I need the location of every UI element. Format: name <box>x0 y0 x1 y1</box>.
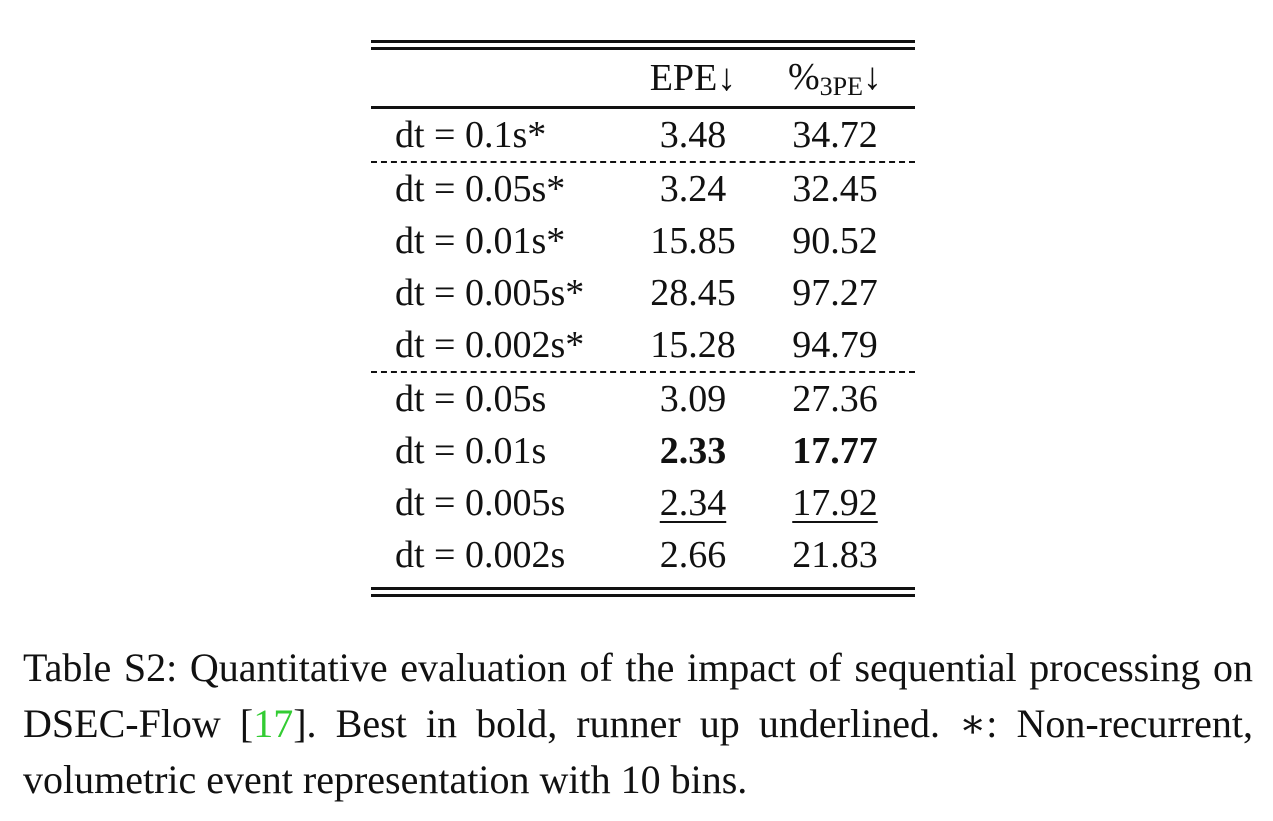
bottom-rule <box>371 587 915 597</box>
table-row: dt = 0.002s 2.66 21.83 <box>371 529 915 581</box>
3pe-value-text: 34.72 <box>792 114 878 156</box>
3pe-value-text: 21.83 <box>792 534 878 576</box>
citation-link[interactable]: 17 <box>253 701 294 746</box>
table-row: dt = 0.1s* 3.48 34.72 <box>371 109 915 161</box>
epe-value-text: 15.85 <box>650 220 736 262</box>
3pe-value: 27.36 <box>755 377 915 421</box>
table-row: dt = 0.005s 2.34 17.92 <box>371 477 915 529</box>
3pe-value-text: 94.79 <box>792 324 878 366</box>
row-label: dt = 0.01s <box>395 430 547 472</box>
epe-value: 2.66 <box>631 533 755 577</box>
epe-value-text: 3.24 <box>659 168 727 210</box>
table-caption: Table S2: Quantitative evaluation of the… <box>23 640 1253 808</box>
table-row: dt = 0.002s* 15.28 94.79 <box>371 319 915 371</box>
table-row: dt = 0.01s* 15.85 90.52 <box>371 215 915 267</box>
3pe-value-text: 17.92 <box>792 482 878 524</box>
caption-text-1: Table S2: Quantitative evaluation of the… <box>23 645 1253 746</box>
epe-value-text: 2.34 <box>659 482 727 524</box>
table-row: dt = 0.005s* 28.45 97.27 <box>371 267 915 319</box>
epe-value-text: 3.48 <box>659 114 727 156</box>
epe-value: 15.28 <box>631 323 755 367</box>
table-row: dt = 0.05s* 3.24 32.45 <box>371 163 915 215</box>
row-label: dt = 0.002s <box>395 534 566 576</box>
epe-value: 15.85 <box>631 219 755 263</box>
header-col-3pe: %3PE↓ <box>755 55 915 102</box>
3pe-value-text: 17.77 <box>792 430 878 472</box>
epe-value-text: 2.33 <box>659 430 727 472</box>
table-row: dt = 0.01s 2.33 17.77 <box>371 425 915 477</box>
epe-value: 2.34 <box>631 481 755 525</box>
row-label: dt = 0.005s* <box>395 272 585 314</box>
header-3pe-main: % <box>788 55 820 98</box>
epe-value-text: 28.45 <box>650 272 736 314</box>
epe-value-text: 2.66 <box>659 534 727 576</box>
row-label: dt = 0.05s <box>395 378 547 420</box>
3pe-value: 34.72 <box>755 113 915 157</box>
table-body: dt = 0.1s* 3.48 34.72 dt = 0.05s* 3.24 32.45 d… <box>371 109 915 581</box>
3pe-value: 17.92 <box>755 481 915 525</box>
table-row: dt = 0.05s 3.09 27.36 <box>371 373 915 425</box>
epe-value: 2.33 <box>631 429 755 473</box>
header-3pe-arrow: ↓ <box>863 55 882 98</box>
group-dashed-rule <box>371 161 915 163</box>
epe-value: 28.45 <box>631 271 755 315</box>
row-label: dt = 0.1s* <box>395 114 547 156</box>
epe-value: 3.48 <box>631 113 755 157</box>
row-label: dt = 0.01s* <box>395 220 566 262</box>
caption-text-2: ]. Best in bold, runner up underlined. ∗… <box>23 701 1253 802</box>
3pe-value-text: 97.27 <box>792 272 878 314</box>
header-col-epe: EPE↓ <box>649 57 737 99</box>
header-rule <box>371 106 915 109</box>
top-rule <box>371 40 915 50</box>
table-header-row: EPE↓ %3PE↓ <box>371 50 915 106</box>
group-dashed-rule <box>371 371 915 373</box>
row-label: dt = 0.05s* <box>395 168 566 210</box>
epe-value-text: 15.28 <box>650 324 736 366</box>
3pe-value: 97.27 <box>755 271 915 315</box>
3pe-value-text: 90.52 <box>792 220 878 262</box>
epe-value: 3.09 <box>631 377 755 421</box>
3pe-value: 32.45 <box>755 167 915 211</box>
header-3pe-sub: 3PE <box>819 71 863 101</box>
results-table: EPE↓ %3PE↓ dt = 0.1s* 3.48 34.72 dt = 0.05s… <box>371 40 915 597</box>
3pe-value-text: 27.36 <box>792 378 878 420</box>
3pe-value: 21.83 <box>755 533 915 577</box>
row-label: dt = 0.005s <box>395 482 566 524</box>
3pe-value-text: 32.45 <box>792 168 878 210</box>
3pe-value: 90.52 <box>755 219 915 263</box>
3pe-value: 17.77 <box>755 429 915 473</box>
3pe-value: 94.79 <box>755 323 915 367</box>
row-label: dt = 0.002s* <box>395 324 585 366</box>
epe-value: 3.24 <box>631 167 755 211</box>
epe-value-text: 3.09 <box>659 378 727 420</box>
